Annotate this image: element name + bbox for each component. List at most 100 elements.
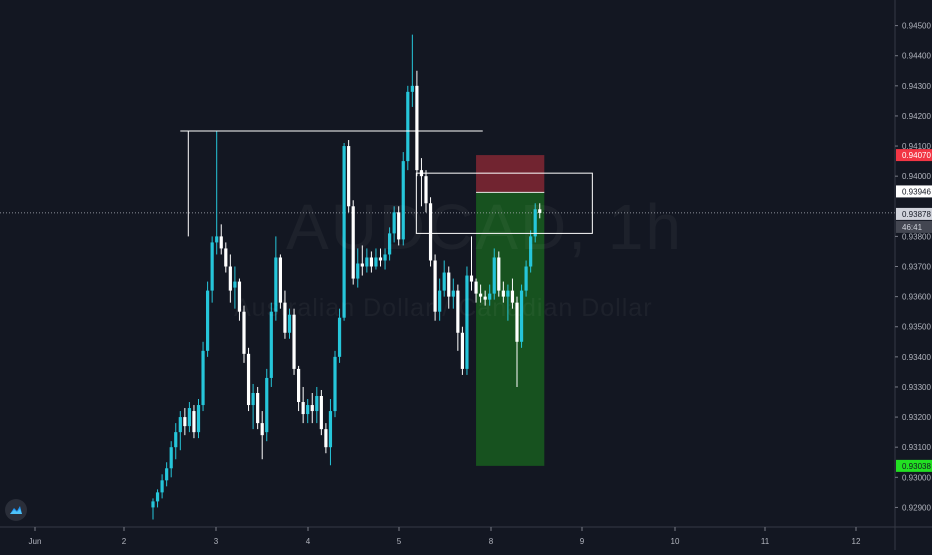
candle [228, 254, 232, 303]
candle [256, 386, 260, 430]
candle-body [460, 332, 464, 369]
candle-body [483, 296, 487, 300]
candle-body [474, 281, 478, 294]
candle [533, 203, 537, 243]
candle [378, 248, 383, 267]
candle-body [365, 257, 369, 267]
candle-body [201, 350, 205, 406]
price-tick-label: 0.94300 [902, 82, 931, 91]
candle [419, 158, 424, 207]
take-profit-zone [476, 192, 545, 466]
time-tick-label: 10 [671, 537, 680, 546]
high-box [415, 172, 593, 234]
candle-body [269, 311, 273, 378]
candle-body [215, 236, 219, 243]
candle-body [287, 314, 292, 333]
candle [374, 248, 378, 270]
candle [415, 70, 419, 177]
candle [488, 284, 492, 306]
candle-body [219, 236, 223, 249]
candle [442, 260, 446, 297]
candle [183, 408, 187, 436]
candle [324, 423, 328, 454]
candle-body [406, 91, 410, 162]
entry-price-label-bg [896, 185, 932, 198]
candle-body [206, 290, 210, 351]
candle-body [428, 203, 433, 261]
candle [219, 224, 223, 255]
candle [196, 399, 201, 439]
candle-body [529, 236, 533, 267]
candle-body [424, 176, 428, 204]
candle-body [160, 480, 164, 493]
candle-body [383, 254, 387, 261]
candle [278, 254, 282, 309]
candle-body [324, 429, 328, 448]
candle [392, 206, 396, 243]
candle-body [351, 206, 355, 279]
candle [333, 350, 337, 418]
candle-body [447, 272, 451, 297]
candle [369, 251, 373, 273]
price-tick-label: 0.93800 [902, 232, 931, 241]
candle [365, 248, 369, 273]
price-tick-label: 0.93100 [902, 443, 931, 452]
time-tick-label: 3 [214, 537, 219, 546]
candle [160, 474, 164, 499]
stop-price-label: 0.94070 [902, 151, 931, 160]
candle-body [515, 302, 519, 342]
candle-body [246, 353, 251, 406]
candle [351, 200, 355, 285]
candle [538, 203, 542, 219]
candle [260, 411, 264, 460]
candle [492, 248, 496, 300]
candle-body [169, 447, 173, 469]
candle-body [510, 290, 515, 303]
tradingview-logo[interactable] [5, 499, 27, 521]
candle [501, 281, 505, 303]
countdown-label-group: 46:41 [896, 220, 932, 233]
candle-body [228, 266, 232, 291]
candle [251, 383, 255, 430]
candle-body [319, 396, 323, 430]
candle [483, 290, 487, 306]
candle-body [328, 411, 333, 448]
time-tick-label: 4 [306, 537, 311, 546]
candle [246, 347, 251, 412]
candle-body [178, 417, 182, 433]
candle [237, 278, 242, 321]
candle [510, 278, 515, 309]
candle-body [492, 257, 496, 294]
candle [178, 411, 182, 451]
price-tick-label: 0.94500 [902, 22, 931, 31]
price-tick-label: 0.93400 [902, 353, 931, 362]
candle-body [342, 146, 346, 318]
candle-body [497, 257, 501, 291]
price-tick-label: 0.94100 [902, 142, 931, 151]
candle-body [256, 392, 260, 424]
candle-body [183, 417, 187, 427]
candle [410, 34, 414, 107]
candle [210, 236, 214, 303]
candle-body [297, 368, 301, 403]
candle [397, 206, 401, 246]
candle [292, 308, 296, 375]
candle [360, 245, 364, 276]
candle [347, 140, 351, 213]
candle-body [456, 290, 460, 333]
candle-body [451, 290, 455, 297]
candle [306, 399, 310, 424]
candle [356, 248, 360, 288]
countdown-label: 46:41 [902, 223, 923, 232]
candle-body [301, 402, 305, 415]
candle [328, 399, 333, 466]
candle [460, 326, 464, 375]
candle [424, 170, 428, 213]
candle-body [347, 146, 351, 207]
candle-body [519, 290, 524, 342]
candle [438, 278, 442, 321]
price-tick-label: 0.93200 [902, 413, 931, 422]
candle-body [233, 281, 237, 288]
